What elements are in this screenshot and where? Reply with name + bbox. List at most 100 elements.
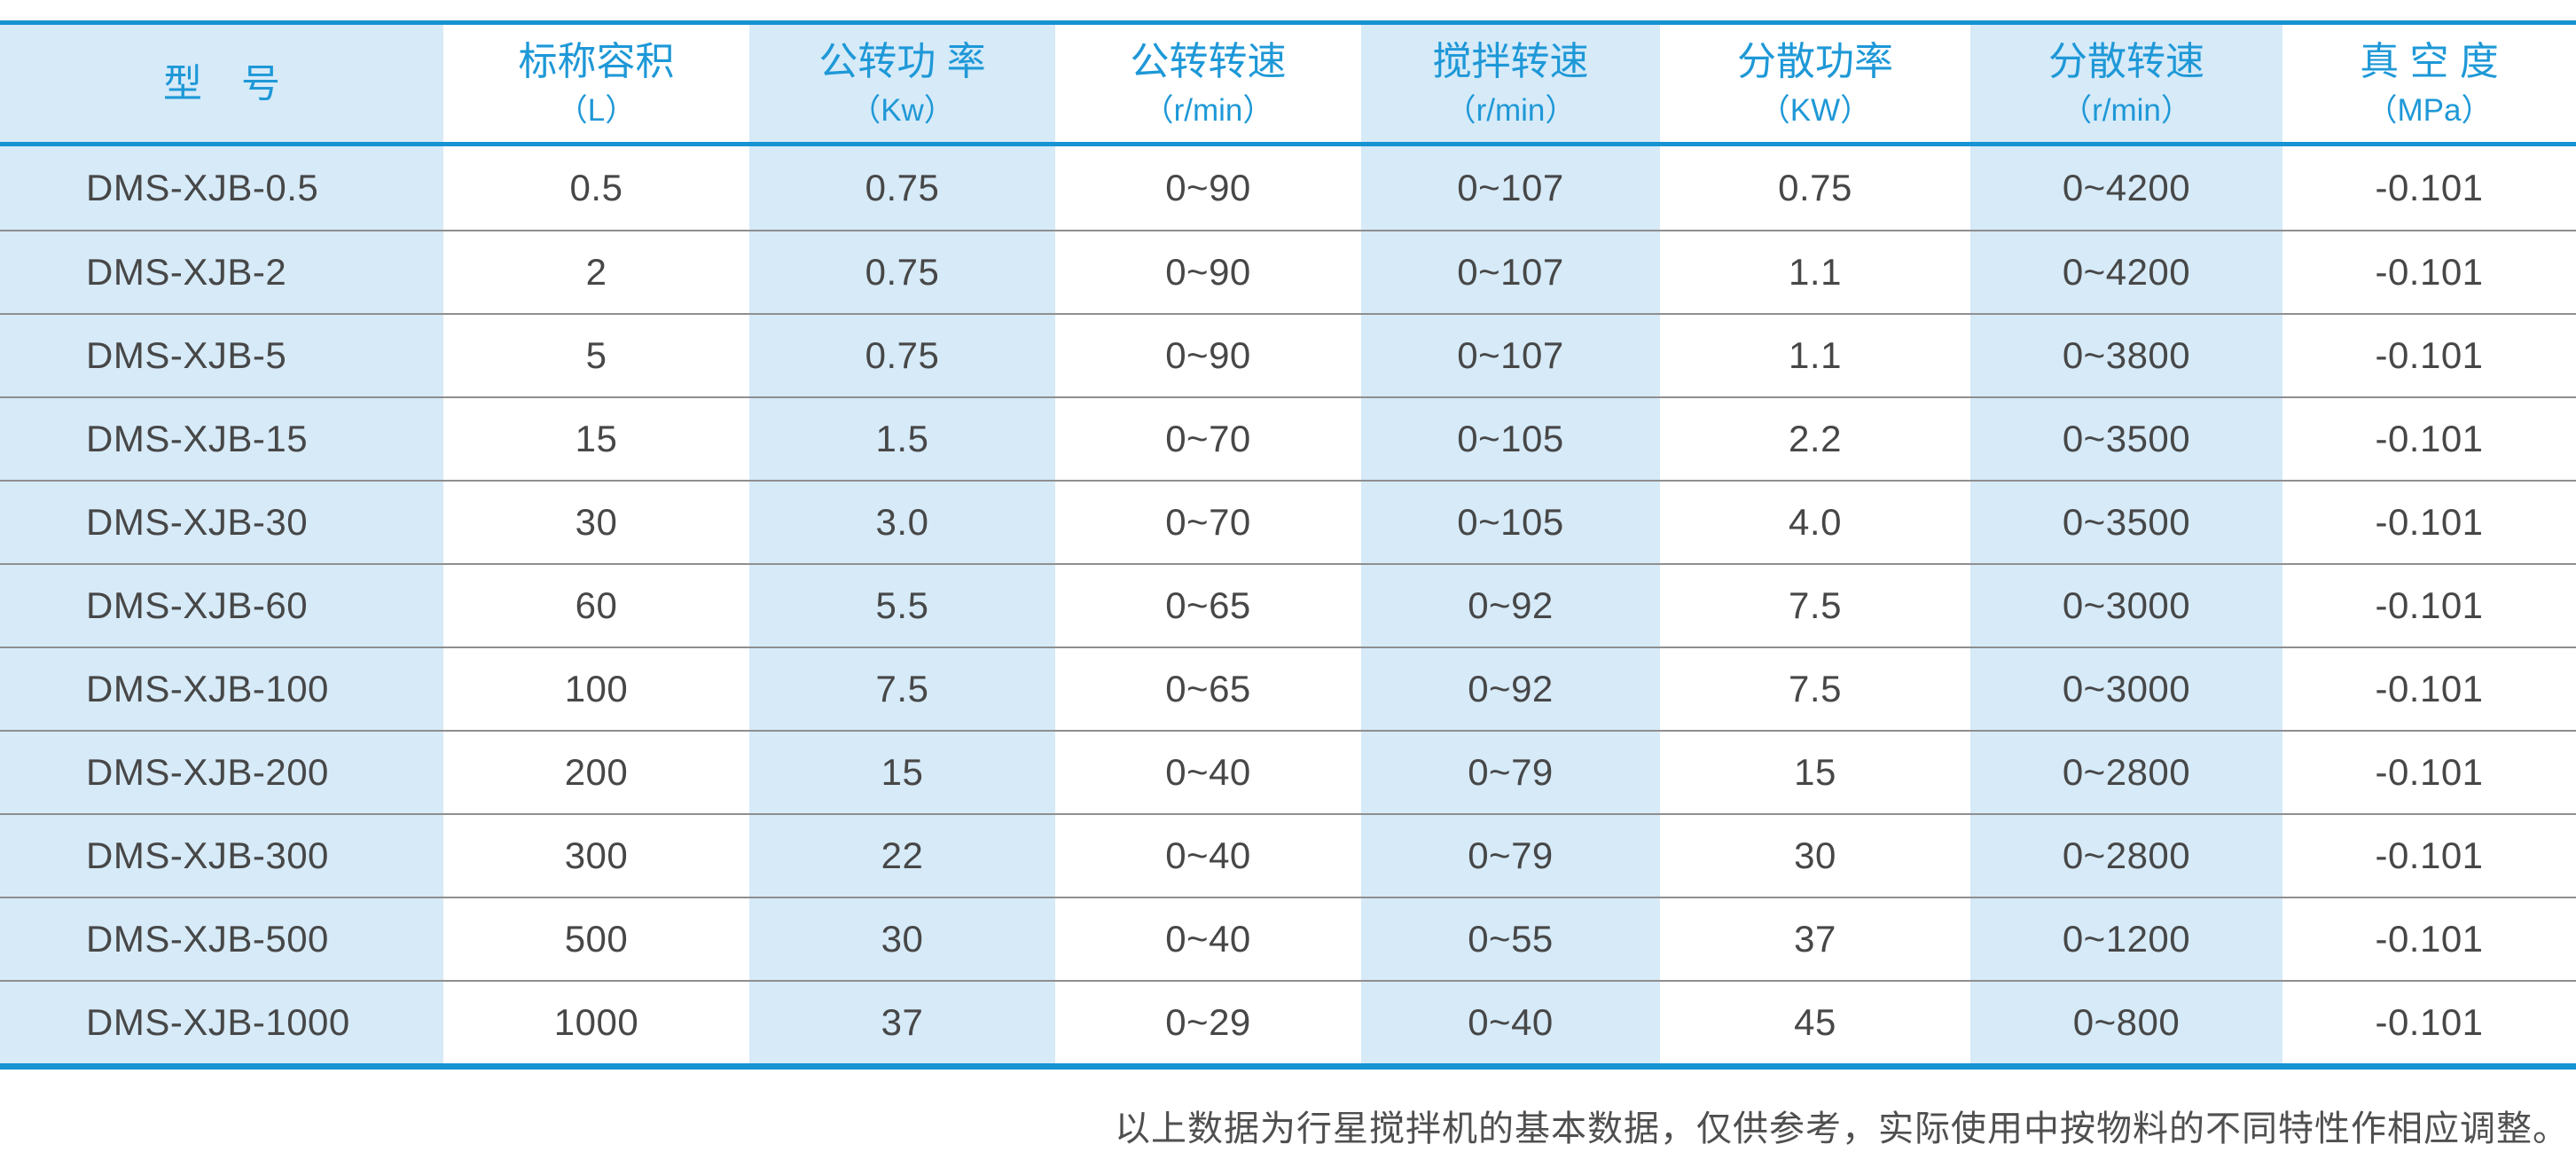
- value-cell: 0.75: [749, 315, 1055, 396]
- header-label: 搅拌转速: [1432, 39, 1589, 83]
- value-cell: 0~79: [1361, 732, 1660, 813]
- model-cell: DMS-XJB-0.5: [0, 146, 443, 230]
- value-cell: 0~65: [1165, 668, 1251, 709]
- value-cell: 0~107: [1361, 146, 1660, 230]
- table-row: DMS-XJB-100 100 7.5 0~65 0~92 7.5 0~3000 -0.101: [0, 647, 2576, 730]
- table-footnote: 以上数据为行星搅拌机的基本数据，仅供参考，实际使用中按物料的不同特性作相应调整。: [1115, 1109, 2569, 1149]
- value-cell: 37: [749, 982, 1055, 1063]
- value-cell: 0~29: [1165, 1001, 1251, 1043]
- value-cell: 0~90: [1165, 334, 1251, 376]
- value-cell: -0.101: [2375, 1001, 2484, 1043]
- value-cell: 0~70: [1165, 501, 1251, 543]
- value-cell: 0.5: [569, 167, 623, 208]
- header-label: 标称容积: [518, 39, 675, 83]
- model-cell: DMS-XJB-300: [0, 815, 443, 897]
- value-cell: 7.5: [749, 648, 1055, 730]
- header-cell: 标称容积 （L）: [443, 25, 749, 142]
- value-cell: 0~40: [1165, 751, 1251, 793]
- header-unit: （r/min）: [2061, 92, 2192, 128]
- header-unit: （L）: [556, 92, 637, 128]
- value-cell: 15: [1794, 751, 1836, 793]
- header-label: 分散功率: [1737, 39, 1893, 83]
- value-cell: -0.101: [2375, 167, 2484, 208]
- header-unit: （MPa）: [2366, 92, 2493, 128]
- value-cell: 2: [585, 251, 607, 293]
- header-unit: （KW）: [1758, 92, 1872, 128]
- table-row: DMS-XJB-1000 1000 37 0~29 0~40 45 0~800 -0.101: [0, 980, 2576, 1063]
- value-cell: 0~3500: [1970, 398, 2282, 480]
- value-cell: 0~92: [1361, 648, 1660, 730]
- value-cell: 0~70: [1165, 418, 1251, 459]
- value-cell: 0~2800: [1970, 815, 2282, 897]
- value-cell: 5: [585, 334, 607, 376]
- value-cell: 0~800: [1970, 982, 2282, 1063]
- value-cell: 37: [1794, 918, 1836, 960]
- value-cell: 0~3800: [1970, 315, 2282, 396]
- value-cell: 0~3000: [1970, 565, 2282, 647]
- table-row: DMS-XJB-60 60 5.5 0~65 0~92 7.5 0~3000 -0.101: [0, 563, 2576, 647]
- table-row: DMS-XJB-30 30 3.0 0~70 0~105 4.0 0~3500 -0.101: [0, 480, 2576, 563]
- value-cell: 15: [575, 418, 618, 459]
- table-row: DMS-XJB-15 15 1.5 0~70 0~105 2.2 0~3500 -0.101: [0, 396, 2576, 480]
- value-cell: 0~90: [1165, 167, 1251, 208]
- header-cell: 分散功率 （KW）: [1660, 25, 1970, 142]
- value-cell: 0~3000: [1970, 648, 2282, 730]
- table-row: DMS-XJB-200 200 15 0~40 0~79 15 0~2800 -0.101: [0, 730, 2576, 813]
- value-cell: 0.75: [749, 231, 1055, 313]
- header-unit: （r/min）: [1142, 92, 1274, 128]
- value-cell: 0~79: [1361, 815, 1660, 897]
- value-cell: 4.0: [1789, 501, 1842, 543]
- value-cell: 0~90: [1165, 251, 1251, 293]
- value-cell: -0.101: [2375, 668, 2484, 709]
- model-cell: DMS-XJB-1000: [0, 982, 443, 1063]
- value-cell: 0~3500: [1970, 482, 2282, 563]
- model-cell: DMS-XJB-200: [0, 732, 443, 813]
- value-cell: 30: [1794, 835, 1836, 876]
- table-row: DMS-XJB-2 2 0.75 0~90 0~107 1.1 0~4200 -0.101: [0, 230, 2576, 313]
- value-cell: -0.101: [2375, 835, 2484, 876]
- value-cell: 0~40: [1165, 918, 1251, 960]
- model-cell: DMS-XJB-30: [0, 482, 443, 563]
- value-cell: 30: [749, 898, 1055, 980]
- model-cell: DMS-XJB-15: [0, 398, 443, 480]
- value-cell: 45: [1794, 1001, 1836, 1043]
- value-cell: 0.75: [749, 146, 1055, 230]
- model-cell: DMS-XJB-100: [0, 648, 443, 730]
- value-cell: 0~105: [1361, 398, 1660, 480]
- value-cell: 300: [564, 835, 629, 876]
- value-cell: 0~2800: [1970, 732, 2282, 813]
- value-cell: -0.101: [2375, 418, 2484, 459]
- value-cell: 30: [575, 501, 618, 543]
- model-cell: DMS-XJB-60: [0, 565, 443, 647]
- header-label: 公转转速: [1130, 39, 1287, 83]
- value-cell: 3.0: [749, 482, 1055, 563]
- header-cell: 搅拌转速 （r/min）: [1361, 25, 1660, 142]
- value-cell: 0~105: [1361, 482, 1660, 563]
- value-cell: 1000: [553, 1001, 639, 1043]
- value-cell: 0~1200: [1970, 898, 2282, 980]
- value-cell: 15: [749, 732, 1055, 813]
- model-cell: DMS-XJB-2: [0, 231, 443, 313]
- value-cell: 0~4200: [1970, 231, 2282, 313]
- value-cell: -0.101: [2375, 918, 2484, 960]
- value-cell: 22: [749, 815, 1055, 897]
- value-cell: 0~107: [1361, 231, 1660, 313]
- model-cell: DMS-XJB-500: [0, 898, 443, 980]
- header-cell: 公转功 率 （Kw）: [749, 25, 1055, 142]
- value-cell: 5.5: [749, 565, 1055, 647]
- header-label: 公转功 率: [818, 39, 986, 83]
- value-cell: 60: [575, 584, 618, 626]
- value-cell: 2.2: [1789, 418, 1842, 459]
- header-unit: （Kw）: [850, 92, 955, 128]
- header-cell: 公转转速 （r/min）: [1055, 25, 1361, 142]
- value-cell: -0.101: [2375, 334, 2484, 376]
- model-cell: DMS-XJB-5: [0, 315, 443, 396]
- value-cell: 1.5: [749, 398, 1055, 480]
- header-label: 型 号: [163, 61, 280, 106]
- header-cell: 真 空 度 （MPa）: [2282, 25, 2576, 142]
- value-cell: 1.1: [1789, 251, 1842, 293]
- value-cell: 7.5: [1789, 584, 1842, 626]
- header-cell: 分散转速 （r/min）: [1970, 25, 2282, 142]
- table-header-row: 型 号 标称容积 （L） 公转功 率 （Kw） 公转转速 （r/min） 搅拌转速 （r/min…: [0, 25, 2576, 146]
